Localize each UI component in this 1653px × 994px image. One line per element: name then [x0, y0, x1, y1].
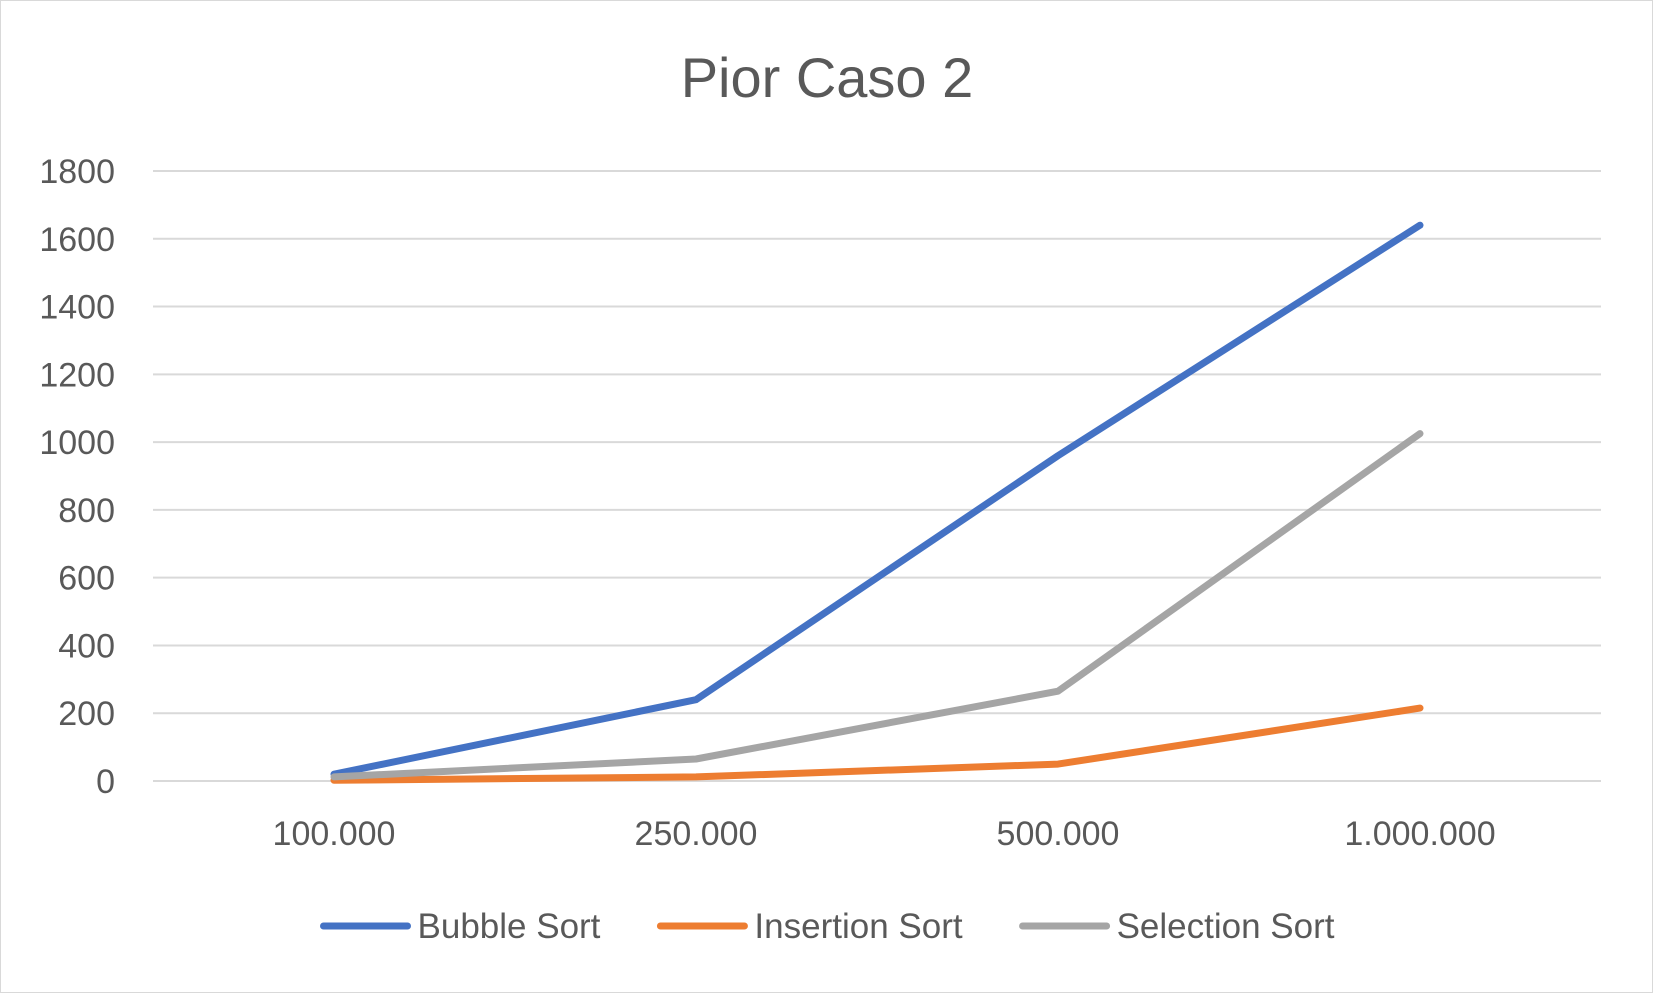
x-axis-tick-labels: 100.000 250.000 500.000 1.000.000	[273, 815, 1496, 853]
y-tick-label: 800	[58, 492, 115, 530]
legend: Bubble Sort Insertion Sort Selection Sort	[324, 907, 1335, 946]
x-tick-label: 1.000.000	[1344, 815, 1495, 853]
y-tick-label: 0	[96, 763, 115, 801]
legend-label: Insertion Sort	[754, 907, 962, 946]
y-tick-label: 1800	[39, 153, 115, 191]
series-line-selection-sort	[334, 434, 1420, 777]
legend-item-bubble-sort: Bubble Sort	[324, 907, 601, 946]
y-tick-label: 200	[58, 695, 115, 733]
series-lines	[334, 225, 1420, 780]
legend-label: Selection Sort	[1117, 907, 1335, 946]
y-tick-label: 1600	[39, 221, 115, 259]
y-tick-label: 1400	[39, 289, 115, 327]
legend-item-insertion-sort: Insertion Sort	[660, 907, 962, 946]
y-axis-tick-labels: 0 200 400 600 800 1000 1200 1400 1600 1800	[39, 153, 115, 801]
y-tick-label: 1200	[39, 356, 115, 394]
legend-item-selection-sort: Selection Sort	[1023, 907, 1335, 946]
y-tick-label: 600	[58, 560, 115, 598]
gridlines	[153, 171, 1601, 781]
y-tick-label: 400	[58, 627, 115, 665]
x-tick-label: 100.000	[273, 815, 396, 853]
x-tick-label: 500.000	[997, 815, 1120, 853]
y-tick-label: 1000	[39, 424, 115, 462]
legend-label: Bubble Sort	[418, 907, 601, 946]
chart-title: Pior Caso 2	[681, 46, 974, 109]
x-tick-label: 250.000	[635, 815, 758, 853]
